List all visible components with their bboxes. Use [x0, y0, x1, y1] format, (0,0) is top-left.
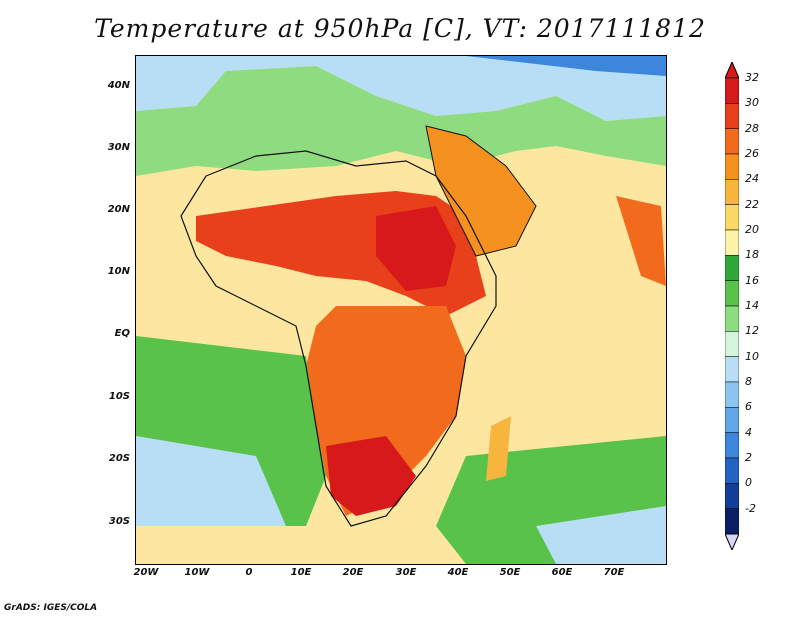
colorbar-top-arrow: [725, 62, 739, 79]
colorbar-segment: [725, 407, 739, 433]
colorbar-segment: [725, 179, 739, 205]
colorbar-level-label: 22: [745, 197, 759, 211]
colorbar-segment: [725, 381, 739, 408]
colorbar: [725, 62, 739, 550]
colorbar-segment: [725, 331, 739, 357]
india-warm: [616, 196, 666, 286]
colorbar-level-label: 20: [745, 223, 759, 236]
colorbar-level-label: 8: [745, 375, 752, 388]
cold-north-band: [136, 56, 666, 121]
africa-coastline: [180, 150, 497, 527]
colorbar-level-label: -2: [745, 501, 756, 515]
hottest-core: [376, 206, 456, 291]
colorbar-segment: [725, 305, 739, 332]
colorbar-level-label: 12: [745, 324, 759, 338]
lon-label-70e: 70E: [603, 567, 625, 578]
colorbar-segment: [725, 77, 739, 104]
lon-label-10w: 10W: [184, 567, 210, 578]
lon-label-60e: 60E: [551, 567, 573, 578]
lon-label-50e: 50E: [499, 567, 521, 578]
map-title: Temperature at 950hPa [C], VT: 201711181…: [94, 14, 706, 43]
lat-label-eq: EQ: [114, 328, 130, 339]
south-atlantic-cold: [136, 436, 286, 526]
colorbar-segment: [725, 153, 739, 180]
lon-label-10e: 10E: [290, 567, 312, 578]
lon-label-20w: 20W: [133, 567, 159, 578]
colorbar-bottom-arrow: [725, 533, 739, 550]
colorbar-level-label: 24: [745, 172, 759, 186]
mild-north-band: [136, 66, 666, 176]
colorbar-level-label: 14: [745, 299, 759, 312]
colorbar-segments: [725, 62, 739, 550]
colorbar-segment: [725, 432, 739, 459]
lat-label-30n: 30N: [107, 142, 130, 153]
lon-label-0: 0: [245, 567, 253, 578]
colorbar-segment: [725, 204, 739, 231]
lon-label-40e: 40E: [447, 567, 469, 578]
colorbar-level-label: 18: [745, 248, 759, 262]
colorbar-segment: [725, 255, 739, 281]
lat-label-10s: 10S: [108, 391, 130, 402]
colorbar-level-label: 10: [745, 349, 759, 363]
colorbar-level-label: 16: [745, 273, 759, 287]
map-canvas: [136, 56, 666, 564]
lat-label-20s: 20S: [108, 453, 130, 464]
colorbar-level-label: 2: [745, 451, 752, 464]
colorbar-level-label: 0: [745, 476, 752, 490]
colorbar-level-label: 6: [745, 400, 752, 414]
lat-label-10n: 10N: [107, 266, 130, 277]
colorbar-level-label: 4: [745, 425, 752, 439]
colorbar-level-label: 32: [745, 71, 759, 84]
lat-label-40n: 40N: [107, 80, 130, 91]
colorbar-segment: [725, 457, 739, 484]
lon-label-30e: 30E: [395, 567, 417, 578]
cold-northeast-patch: [466, 56, 666, 76]
lon-label-20e: 20E: [342, 567, 364, 578]
arabia-coastline: [425, 125, 537, 257]
colorbar-level-label: 30: [745, 96, 759, 110]
colorbar-segment: [725, 508, 739, 535]
grads-credit: GrADS: IGES/COLA: [4, 603, 98, 613]
colorbar-segment: [725, 128, 739, 155]
colorbar-level-label: 28: [745, 121, 759, 135]
temperature-map: [135, 55, 667, 565]
madagascar: [486, 416, 511, 481]
colorbar-segment: [725, 103, 739, 129]
colorbar-segment: [725, 280, 739, 307]
lat-label-20n: 20N: [107, 204, 130, 215]
kalahari-hot: [326, 436, 416, 516]
arabia-warm: [426, 126, 536, 256]
colorbar-level-label: 26: [745, 147, 759, 160]
colorbar-segment: [725, 483, 739, 509]
lat-label-30s: 30S: [108, 516, 130, 527]
south-indian-cold: [536, 506, 666, 564]
colorbar-segment: [725, 229, 739, 256]
colorbar-segment: [725, 356, 739, 383]
